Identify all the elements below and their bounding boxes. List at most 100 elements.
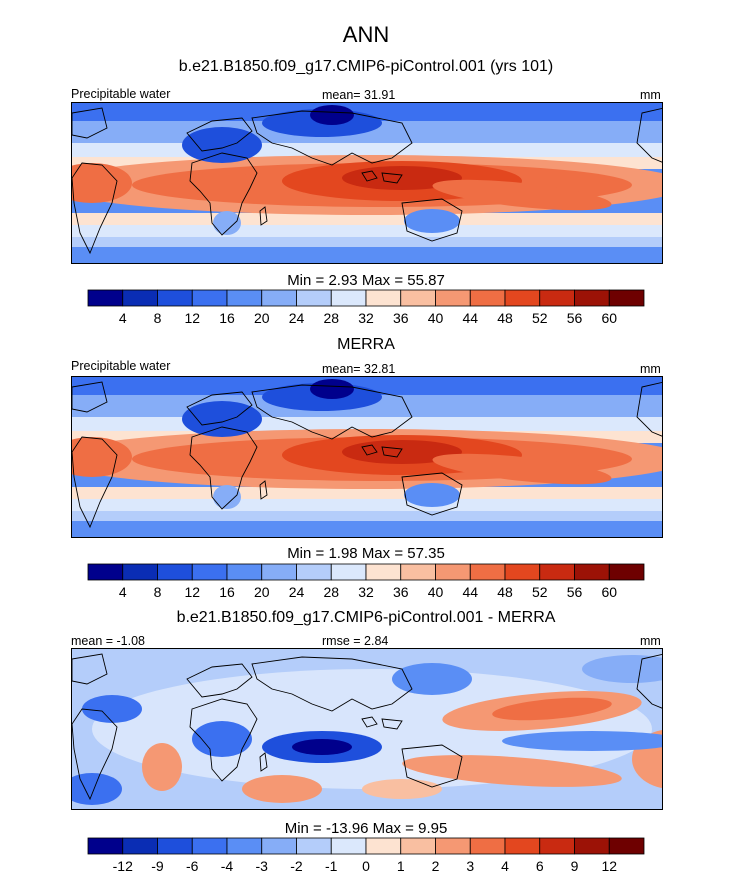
colorbar-tick-13: 56 [567, 310, 583, 326]
field-contour [392, 663, 472, 695]
colorbar-tick-13: 9 [571, 858, 579, 874]
coastline-2 [251, 656, 413, 712]
colorbar-tick-2: 12 [184, 584, 200, 600]
coastline-0 [189, 698, 258, 782]
panel-1-colorbar-svg: 4 8 12 16 20 24 28 32 36 40 44 48 52 56 60 [87, 289, 645, 326]
panel-2-colorbar-svg: 4 8 12 16 20 24 28 32 36 40 44 48 52 56 60 [87, 563, 645, 600]
colorbar-tick-5: 24 [289, 584, 305, 600]
colorbar-tick-7: 32 [358, 584, 374, 600]
colorbar-tick-13: 56 [567, 584, 583, 600]
coastline-7 [636, 107, 662, 163]
panel-3-units: mm [640, 634, 661, 648]
colorbar-tick-12: 52 [532, 584, 548, 600]
coastline-2 [251, 110, 413, 166]
coastline-1 [186, 117, 253, 152]
colorbar-box-9 [400, 563, 436, 581]
colorbar-tick-14: 60 [601, 584, 617, 600]
colorbar-box-0 [87, 837, 124, 855]
colorbar-tick-8: 36 [393, 310, 409, 326]
field-contour [404, 209, 460, 233]
coastline-8 [72, 653, 108, 685]
lat-band-2 [72, 143, 662, 157]
colorbar-box-11 [469, 837, 506, 855]
coastline-8 [72, 107, 108, 139]
colorbar-box-6 [296, 289, 332, 307]
colorbar-box-3 [191, 837, 228, 855]
panel-3-title: b.e21.B1850.f09_g17.CMIP6-piControl.001 … [176, 609, 556, 626]
colorbar-box-2 [157, 563, 193, 581]
colorbar-tick-4: 20 [254, 310, 270, 326]
colorbar-box-4 [226, 837, 263, 855]
colorbar-box-9 [400, 837, 436, 855]
panel-2-stats: Min = 1.98 Max = 57.35 [287, 545, 445, 562]
lat-band-2 [72, 417, 662, 431]
colorbar-box-5 [261, 837, 297, 855]
colorbar-box-5 [261, 563, 297, 581]
panel-3-map-svg [72, 649, 662, 809]
colorbar-box-14 [574, 289, 610, 307]
colorbar-box-1 [122, 289, 158, 307]
colorbar-tick-8: 36 [393, 584, 409, 600]
colorbar-box-15 [608, 289, 645, 307]
colorbar-box-8 [365, 837, 402, 855]
colorbar-box-11 [469, 563, 506, 581]
panel-2-left-label: Precipitable water [71, 359, 171, 373]
colorbar-tick-6: 28 [323, 310, 339, 326]
coastline-9 [259, 206, 268, 226]
colorbar-box-12 [504, 289, 541, 307]
colorbar-tick-3: 16 [219, 310, 235, 326]
colorbar-tick-7: 0 [362, 858, 370, 874]
lat-band-7 [72, 521, 662, 537]
colorbar-box-2 [157, 289, 193, 307]
figure-title: ANN [342, 22, 390, 47]
colorbar-tick-0: -12 [113, 858, 133, 874]
colorbar-tick-11: 48 [497, 310, 513, 326]
panel-2-map-svg [72, 377, 662, 537]
coastline-1 [186, 391, 253, 426]
coastline-4 [381, 718, 403, 730]
colorbar-box-7 [330, 563, 367, 581]
colorbar-box-6 [296, 563, 332, 581]
panel-2-colorbar: 4 8 12 16 20 24 28 32 36 40 44 48 52 56 60 [87, 563, 645, 600]
coastline-8 [72, 381, 108, 413]
colorbar-tick-0: 4 [119, 310, 127, 326]
panel-2-mean-label: mean= 32.81 [322, 362, 396, 376]
colorbar-box-8 [365, 563, 402, 581]
lat-band-5 [72, 225, 662, 237]
panel-2-units: mm [640, 362, 661, 376]
panel-1-stats: Min = 2.93 Max = 55.87 [287, 272, 445, 289]
field-contour [342, 440, 462, 464]
field-contour [242, 775, 322, 803]
colorbar-box-13 [539, 289, 575, 307]
colorbar-tick-1: 8 [154, 584, 162, 600]
colorbar-tick-9: 40 [428, 584, 444, 600]
lat-band-0 [72, 377, 662, 395]
coastline-3 [361, 444, 378, 456]
colorbar-tick-12: 52 [532, 310, 548, 326]
panel-2-map [71, 376, 663, 538]
colorbar-tick-5: 24 [289, 310, 305, 326]
field-contour [432, 179, 612, 211]
colorbar-box-7 [330, 837, 367, 855]
coastline-9 [259, 752, 268, 772]
coastline-4 [381, 172, 403, 184]
coastline-5 [401, 472, 463, 516]
colorbar-tick-3: 16 [219, 584, 235, 600]
field-contour [292, 739, 352, 755]
coastline-7 [636, 381, 662, 437]
coastline-1 [186, 663, 253, 698]
colorbar-tick-1: -9 [151, 858, 164, 874]
colorbar-box-1 [122, 563, 158, 581]
field-contour [492, 697, 612, 721]
colorbar-box-12 [504, 837, 541, 855]
coastline-9 [259, 480, 268, 500]
colorbar-tick-0: 4 [119, 584, 127, 600]
colorbar-box-6 [296, 837, 332, 855]
panel-1-title: b.e21.B1850.f09_g17.CMIP6-piControl.001 … [178, 58, 554, 75]
coastline-5 [401, 198, 463, 242]
lat-band-7 [72, 247, 662, 263]
field-contour [502, 731, 662, 751]
field-contour [310, 105, 354, 125]
panel-1-map-svg [72, 103, 662, 263]
field-contour [72, 437, 132, 477]
